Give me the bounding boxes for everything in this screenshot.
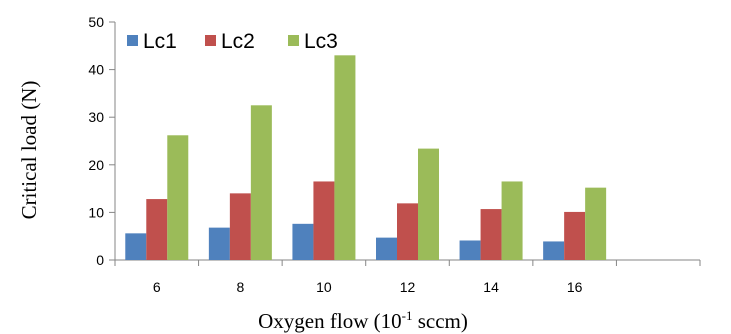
bar-lc3-8	[250, 105, 272, 260]
legend-label-lc2: Lc2	[221, 30, 255, 53]
legend-label-lc1: Lc1	[143, 30, 177, 53]
bar-lc2-10	[313, 181, 335, 260]
x-tick-label: 10	[316, 279, 332, 295]
bar-lc3-10	[334, 55, 356, 260]
x-tick-label: 14	[483, 279, 499, 295]
bar-lc1-14	[459, 240, 481, 260]
bar-lc2-6	[146, 199, 168, 260]
legend-swatch-lc2	[205, 35, 216, 46]
x-tick-label: 6	[153, 279, 161, 295]
legend-label-lc3: Lc3	[304, 30, 338, 53]
bar-lc1-16	[543, 241, 565, 260]
bar-lc1-6	[125, 233, 147, 260]
y-tick-label: 50	[88, 14, 104, 30]
bar-lc1-12	[376, 237, 397, 260]
x-axis-title-text: Oxygen flow (10	[258, 309, 401, 333]
x-tick-label: 16	[567, 279, 583, 295]
legend-swatch-lc3	[288, 35, 299, 46]
y-axis: 0 10 20 30 40 50	[88, 14, 116, 268]
y-tick-label: 20	[88, 157, 104, 173]
x-axis-title-superscript: -1	[402, 308, 413, 323]
bar-lc3-16	[585, 187, 607, 260]
bar-lc2-16	[564, 211, 586, 260]
x-tick-label: 8	[236, 279, 244, 295]
bar-lc3-14	[501, 181, 523, 260]
bars	[125, 55, 607, 260]
y-axis-title: Critical load (N)	[17, 81, 41, 220]
x-axis: 6 8 10 12 14 16	[114, 259, 701, 295]
bar-lc3-12	[418, 148, 439, 260]
x-tick-label: 12	[400, 279, 416, 295]
legend-swatch-lc1	[127, 35, 138, 46]
bar-lc1-8	[208, 227, 230, 260]
bar-lc2-14	[480, 209, 502, 260]
x-axis-title-unit: sccm)	[412, 309, 467, 333]
y-tick-label: 30	[88, 109, 104, 125]
bar-lc2-8	[229, 193, 251, 260]
x-axis-title: Oxygen flow (10-1 sccm)	[258, 308, 468, 333]
y-tick-label: 40	[88, 62, 104, 78]
legend: Lc1 Lc2 Lc3	[127, 30, 338, 53]
y-tick-label: 10	[88, 204, 104, 220]
y-tick-label: 0	[96, 252, 104, 268]
bar-lc2-12	[397, 203, 418, 260]
bar-lc3-6	[167, 135, 189, 260]
bar-lc1-10	[292, 223, 314, 260]
